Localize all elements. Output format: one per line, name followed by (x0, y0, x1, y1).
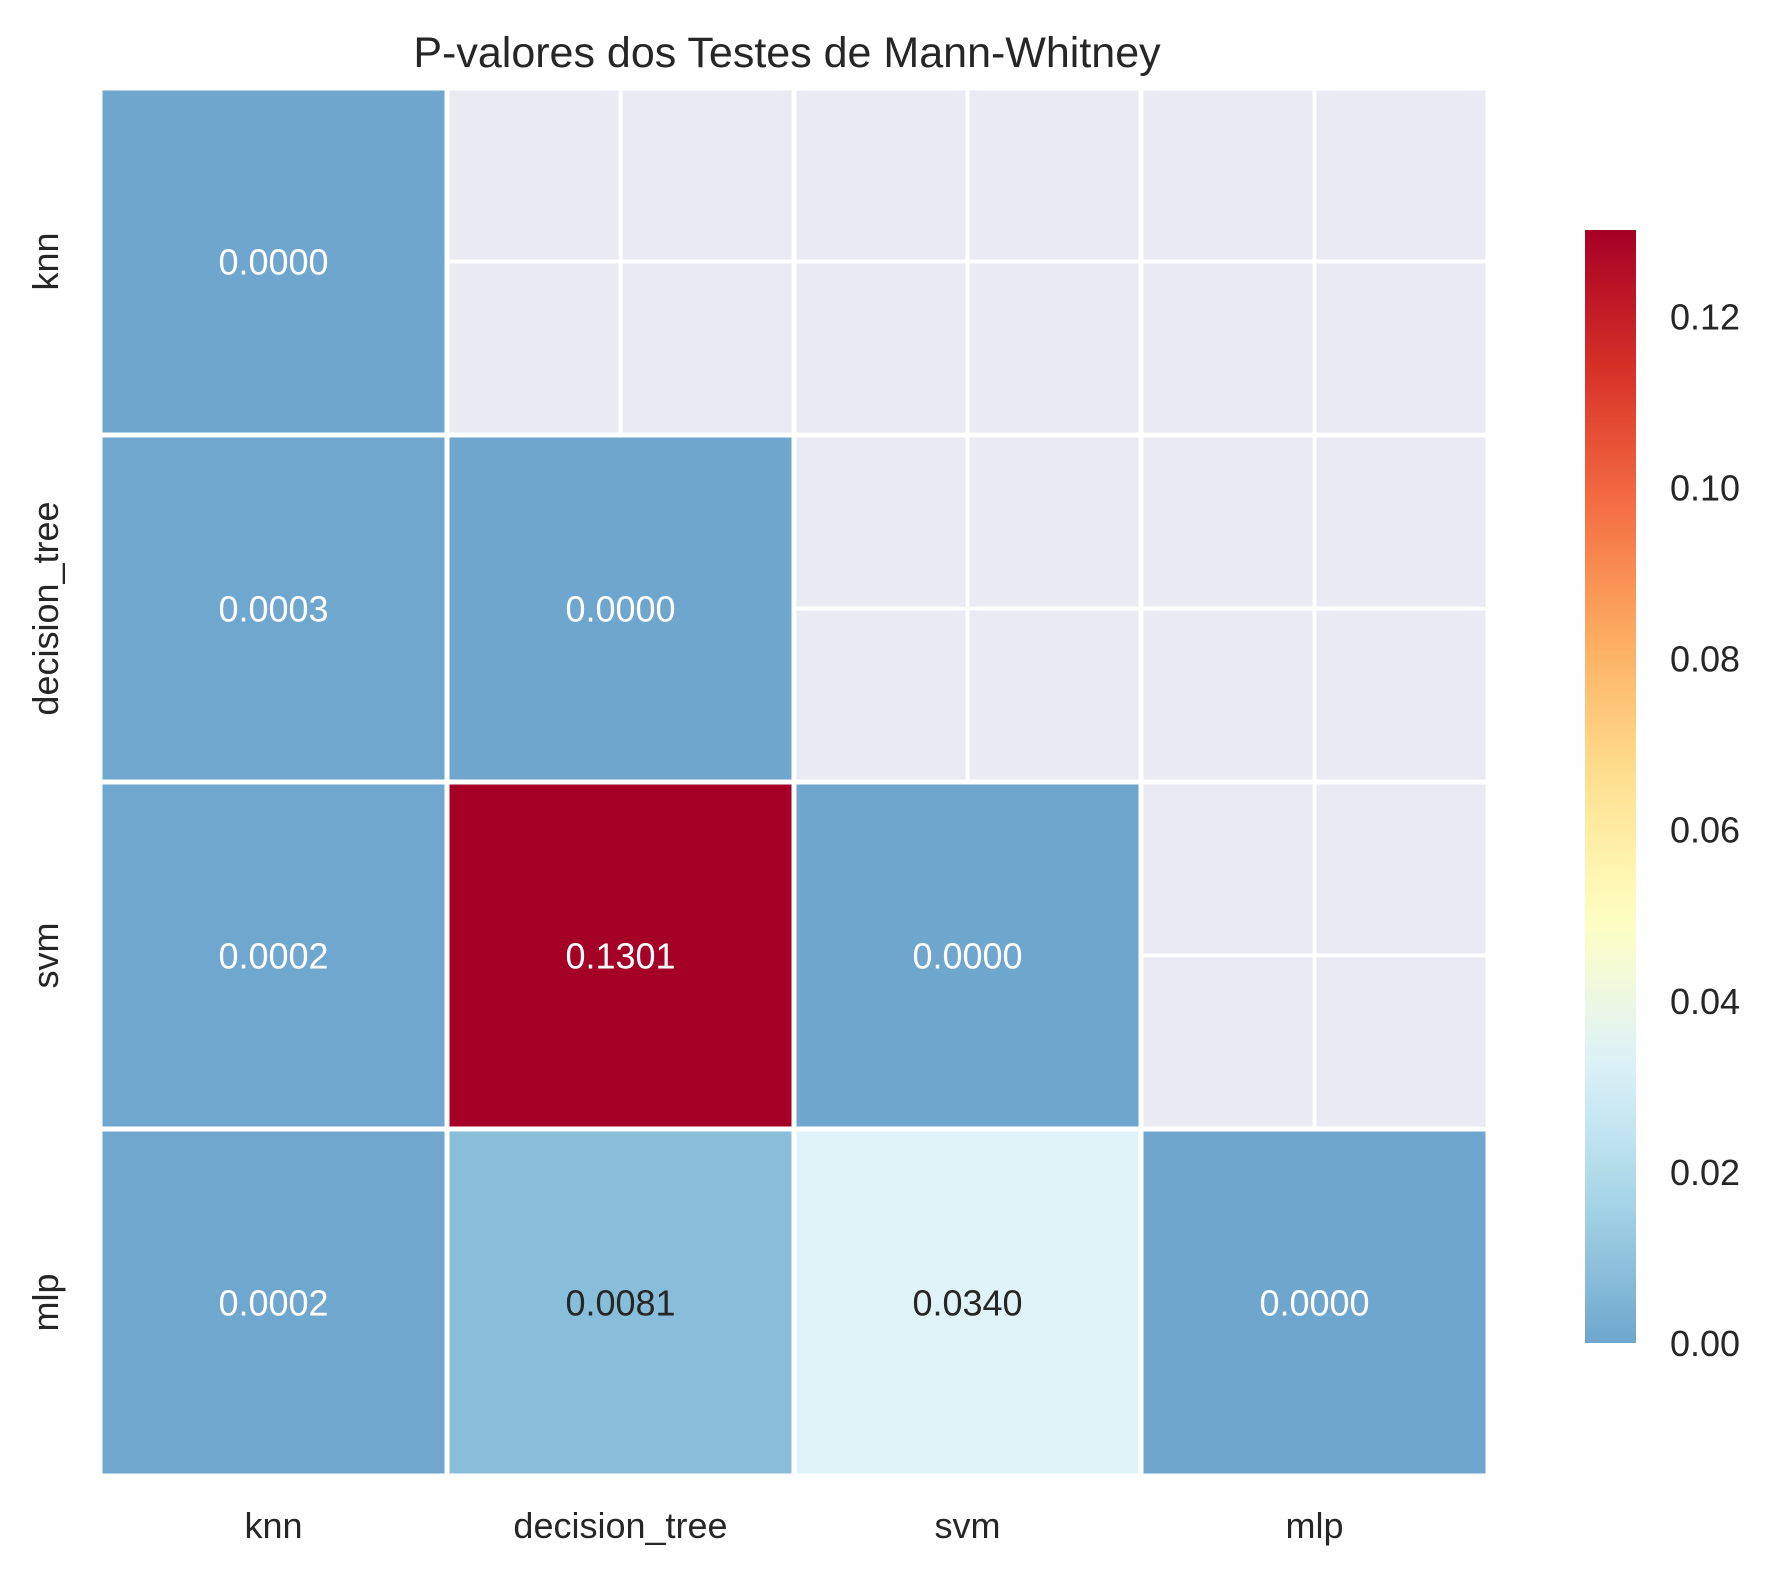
x-tick-label: mlp (1285, 1505, 1343, 1546)
cell-value-label: 0.1301 (565, 936, 675, 977)
heatmap-cell-decision_tree-decision_tree (449, 437, 792, 780)
y-tick-label: mlp (25, 1273, 66, 1331)
cell-labels: 0.0000 0.0003 0.0000 0.0002 0.1301 0.0000 0.00… (218, 242, 1369, 1324)
heatmap-cell-mlp-svm (796, 1131, 1139, 1474)
x-tick-label: svm (935, 1505, 1001, 1546)
colorbar-tick-label: 0.06 (1670, 810, 1740, 851)
cell-value-label: 0.0003 (218, 589, 328, 630)
heatmap-cell-svm-knn (102, 784, 445, 1127)
heatmap-cell-knn-knn (102, 90, 445, 433)
y-tick-label: svm (25, 923, 66, 989)
cell-value-label: 0.0002 (218, 936, 328, 977)
cell-value-label: 0.0000 (1259, 1283, 1369, 1324)
chart-title: P-valores dos Testes de Mann-Whitney (413, 29, 1161, 77)
y-tick-label: knn (25, 232, 66, 290)
heatmap-cell-mlp-decision_tree (449, 1131, 792, 1474)
colorbar-tick-label: 0.08 (1670, 639, 1740, 680)
heatmap-cells (102, 90, 1486, 1474)
x-tick-label: knn (244, 1505, 302, 1546)
cell-value-label: 0.0000 (565, 589, 675, 630)
colorbar-tick-label: 0.02 (1670, 1152, 1740, 1193)
cell-value-label: 0.0340 (912, 1283, 1022, 1324)
colorbar-tick-label: 0.00 (1670, 1323, 1740, 1364)
heatmap-cell-svm-svm (796, 784, 1139, 1127)
heatmap-cell-decision_tree-knn (102, 437, 445, 780)
cell-value-label: 0.0000 (218, 242, 328, 283)
colorbar-tick-label: 0.12 (1670, 296, 1740, 337)
x-axis-ticks: knn decision_tree svm mlp (244, 1505, 1343, 1546)
cell-value-label: 0.0002 (218, 1283, 328, 1324)
cell-value-label: 0.0000 (912, 936, 1022, 977)
heatmap-cell-mlp-mlp (1143, 1131, 1486, 1474)
colorbar-tick-label: 0.04 (1670, 981, 1740, 1022)
colorbar-tick-label: 0.10 (1670, 468, 1740, 509)
colorbar: 0.00 0.02 0.04 0.06 0.08 0.10 0.12 (1585, 230, 1740, 1364)
x-tick-label: decision_tree (513, 1505, 727, 1546)
y-tick-label: decision_tree (25, 501, 66, 715)
cell-value-label: 0.0081 (565, 1283, 675, 1324)
colorbar-gradient (1585, 230, 1636, 1343)
heatmap-cell-svm-decision_tree (449, 784, 792, 1127)
heatmap-cell-mlp-knn (102, 1131, 445, 1474)
